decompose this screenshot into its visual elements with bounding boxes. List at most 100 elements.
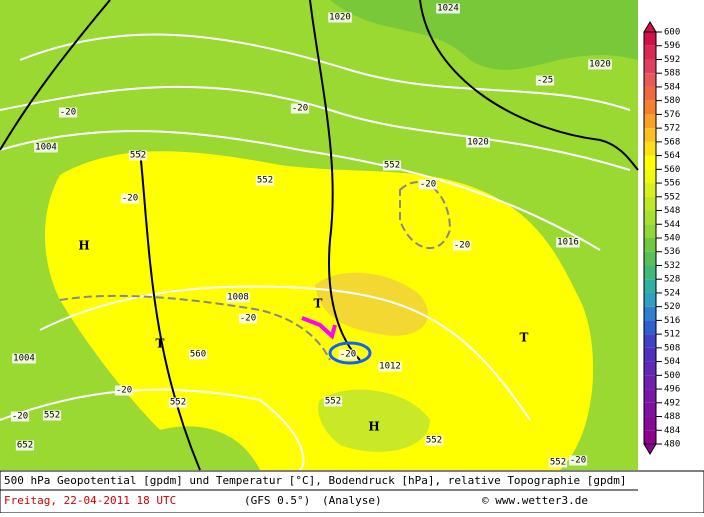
contour-label: 1020 (467, 138, 489, 148)
colorbar-frame (643, 31, 657, 445)
label-bg (378, 361, 402, 372)
pressure-center-label: T (156, 337, 165, 351)
geopotential-contours (0, 33, 631, 471)
colorbar-tick-label: 588 (664, 69, 680, 79)
label-bg (452, 240, 472, 251)
label-bg (226, 292, 250, 303)
contour-label: 1008 (227, 293, 249, 303)
colorbar-tick-label: 584 (664, 82, 680, 92)
contour-label: 552 (44, 411, 60, 421)
label-bg (568, 455, 588, 466)
cool-zone (0, 0, 638, 70)
colorbar-tick-label: 484 (664, 426, 680, 436)
label-bg (114, 385, 134, 396)
contour-label: -20 (420, 180, 436, 190)
footer-description: 500 hPa Geopotential [gpdm] und Temperat… (4, 474, 627, 487)
colorbar-tick-label: 512 (664, 330, 680, 340)
colorbar-band (644, 210, 656, 225)
colorbar-tick-label: 492 (664, 398, 680, 408)
colorbar-band (644, 279, 656, 293)
label-bg (290, 103, 310, 114)
colorbar-tick-label: 516 (664, 316, 680, 326)
colorbar-tick-label: 576 (664, 110, 680, 120)
contour-label: -20 (240, 314, 256, 324)
colorbar-band (644, 347, 656, 362)
label-bg (12, 353, 36, 364)
contour-label: -20 (116, 386, 132, 396)
contour-label: 560 (190, 350, 206, 360)
colorbar-band (644, 86, 656, 101)
pressure-center-label: T (314, 297, 323, 311)
contour-label: -20 (570, 456, 586, 466)
footer-model: (GFS 0.5°) (244, 494, 310, 507)
colorbar-tick-label: 520 (664, 302, 680, 312)
colorbar-tick-label: 480 (664, 440, 680, 450)
footer-date: Freitag, 22-04-2011 18 UTC (4, 494, 176, 507)
colorbar-band (644, 292, 656, 307)
contour-label: 552 (325, 397, 341, 407)
colorbar-band (644, 251, 656, 266)
label-bg (588, 59, 612, 70)
colorbar-tick-label: 580 (664, 96, 680, 106)
pressure-center-label: H (78, 239, 89, 253)
colorbar-tick-label: 560 (664, 165, 680, 175)
label-bg (34, 142, 58, 153)
colorbar-tick-label: 540 (664, 234, 680, 244)
label-bg (168, 397, 188, 408)
colorbar-band (644, 155, 656, 170)
contour-label: -20 (12, 412, 28, 422)
label-bg (466, 137, 490, 148)
contour-label: 552 (384, 161, 400, 171)
label-bg (255, 175, 275, 186)
colorbar-tick-label: 496 (664, 385, 680, 395)
contour-label: 1024 (437, 4, 459, 14)
colorbar-tick-label: 600 (664, 28, 680, 38)
contour-label: -25 (537, 76, 553, 86)
colorbar-tick-label: 504 (664, 357, 680, 367)
contour-label: -20 (60, 108, 76, 118)
colorbar-tick-label: 548 (664, 206, 680, 216)
colorbar-tick-label: 500 (664, 371, 680, 381)
pressure-center-label: H (368, 420, 379, 434)
colorbar-band (644, 196, 656, 211)
colorbar-tick-label: 536 (664, 247, 680, 257)
colorbar-band (644, 402, 656, 417)
footer: 500 hPa Geopotential [gpdm] und Temperat… (0, 470, 704, 514)
colorbar-band (644, 100, 656, 115)
colorbar-band (644, 59, 656, 74)
label-bg (418, 179, 438, 190)
map (0, 0, 639, 471)
colorbar-tick-label: 488 (664, 412, 680, 422)
label-bg (382, 160, 402, 171)
isobars (0, 0, 639, 471)
colorbar-band (644, 334, 656, 348)
label-bg (120, 193, 140, 204)
label-bg (424, 435, 444, 446)
colorbar-band (644, 114, 656, 129)
colorbar-band (644, 45, 656, 60)
label-bg (556, 237, 580, 248)
label-bg (328, 12, 352, 23)
label-bg (42, 410, 62, 421)
colorbar-band (644, 430, 656, 444)
colorbar-band (644, 265, 656, 280)
colorbar-band (644, 141, 656, 156)
footer-copyright: © www.wetter3.de (482, 494, 588, 507)
contour-label: 552 (426, 436, 442, 446)
contour-label: 652 (17, 441, 33, 451)
colorbar-tick-label: 572 (664, 124, 680, 134)
colorbar-tick-label: 532 (664, 261, 680, 271)
cool-pocket (318, 389, 430, 452)
label-bg (238, 313, 258, 324)
contour-label: 1004 (35, 143, 57, 153)
colorbar-tick-label: 508 (664, 343, 680, 353)
colorbar-band (644, 224, 656, 238)
label-bg (535, 75, 555, 86)
colorbar-band (644, 238, 656, 252)
colorbar-tick-label: 596 (664, 41, 680, 51)
colorbar-band (644, 306, 656, 321)
label-bg (323, 396, 343, 407)
colorbar-tick-label: 552 (664, 192, 680, 202)
label-bg (15, 440, 35, 451)
